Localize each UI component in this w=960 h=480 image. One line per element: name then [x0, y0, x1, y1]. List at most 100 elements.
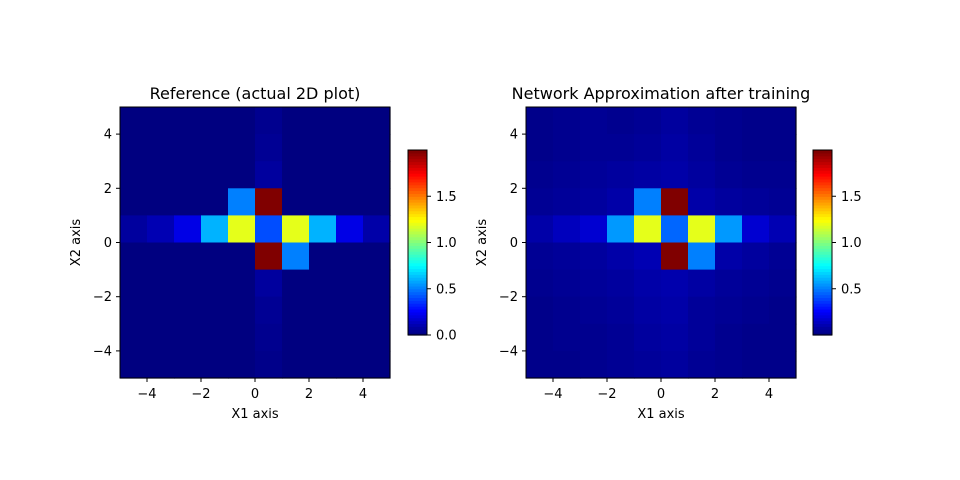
heatmap-cell [282, 188, 310, 216]
chart-title: Network Approximation after training [512, 84, 811, 103]
x-tick-label: 4 [359, 387, 367, 402]
colorbar-segment [813, 170, 832, 174]
colorbar-segment [408, 164, 427, 168]
colorbar-segment [813, 332, 832, 336]
heatmap-cell [634, 215, 662, 244]
heatmap-cell [363, 350, 391, 379]
colorbar-segment [813, 311, 832, 316]
colorbar-segment [813, 245, 832, 249]
colorbar-segment [408, 233, 427, 238]
heatmap-cell [553, 161, 581, 189]
heatmap-cell [309, 161, 337, 189]
heatmap-cell [607, 161, 635, 189]
heatmap-cell [336, 269, 364, 298]
colorbar-segment [813, 251, 832, 255]
heatmap-cell [120, 350, 148, 379]
colorbar-segment [408, 265, 427, 270]
y-tick-label: 0 [104, 236, 112, 251]
colorbar-segment [813, 230, 832, 235]
colorbar-segment [813, 320, 832, 325]
colorbar-segment [408, 323, 427, 327]
heatmap-cell [201, 107, 229, 135]
colorbar-segment [813, 216, 832, 220]
heatmap-cell [228, 269, 256, 298]
heatmap-cell [336, 215, 364, 244]
heatmap-cell [309, 323, 337, 352]
colorbar-segment [813, 202, 832, 206]
heatmap-cell [526, 296, 554, 325]
heatmap-cell [147, 107, 175, 135]
heatmap-cell [201, 161, 229, 189]
heatmap-cell [174, 269, 202, 298]
colorbar-segment [408, 222, 427, 226]
colorbar-segment [408, 271, 427, 275]
heatmap-cell [228, 107, 256, 135]
heatmap-cell [607, 188, 635, 216]
colorbar-segment [813, 210, 832, 215]
colorbar-segment [408, 282, 427, 287]
heatmap-cell [120, 107, 148, 135]
heatmap-cell [309, 107, 337, 135]
colorbar-segment [813, 222, 832, 226]
heatmap-cell [255, 350, 283, 379]
heatmap-cell [363, 296, 391, 325]
colorbar-segment [408, 280, 427, 284]
colorbar-segment [813, 323, 832, 327]
colorbar-segment [408, 314, 427, 319]
colorbar-segment [408, 187, 427, 192]
colorbar-segment [408, 228, 427, 232]
colorbar-segment [813, 178, 832, 183]
y-axis-label: X2 axis [69, 219, 84, 267]
heatmap-cell [120, 161, 148, 189]
heatmap-cell [147, 134, 175, 162]
colorbar-segment [813, 248, 832, 252]
heatmap-cell [580, 242, 608, 271]
colorbar-segment [813, 308, 832, 313]
heatmap-cell [174, 107, 202, 135]
x-axis-label: X1 axis [637, 407, 685, 422]
colorbar-segment [408, 193, 427, 197]
x-tick-label: 0 [657, 387, 665, 402]
heatmap-cell [282, 134, 310, 162]
x-tick-label: −4 [543, 387, 562, 402]
heatmap-cell [580, 161, 608, 189]
heatmap-cell [715, 323, 743, 352]
heatmap-cell [201, 188, 229, 216]
colorbar-segment [408, 245, 427, 249]
heatmap-cell [526, 161, 554, 189]
colorbar-segment [408, 207, 427, 212]
heatmap-cell [147, 350, 175, 379]
colorbar-segment [408, 190, 427, 194]
heatmap-cell [363, 161, 391, 189]
colorbar-segment [408, 173, 427, 177]
heatmap-cell [742, 188, 770, 216]
heatmap-cell [661, 107, 689, 135]
heatmap-cell [553, 107, 581, 135]
colorbar-segment [408, 181, 427, 186]
heatmap-cell [336, 242, 364, 271]
colorbar-segment [813, 254, 832, 258]
colorbar-segment [408, 277, 427, 281]
colorbar-segment [813, 262, 832, 267]
colorbar-segment [408, 152, 427, 157]
colorbar-segment [813, 158, 832, 163]
y-tick-label: −4 [93, 344, 112, 359]
heatmap-cell [201, 215, 229, 244]
heatmap-cell [580, 350, 608, 379]
colorbar-segment [408, 239, 427, 244]
colorbar-segment [408, 219, 427, 223]
heatmap-cell [228, 242, 256, 271]
heatmap-cell [742, 323, 770, 352]
heatmap-cell [336, 188, 364, 216]
heatmap-cell [174, 188, 202, 216]
heatmap-cell [661, 134, 689, 162]
heatmap-cell [201, 269, 229, 298]
heatmap-cell [661, 296, 689, 325]
heatmap-cell [255, 161, 283, 189]
heatmap-cell [688, 215, 716, 244]
heatmap-cell [742, 215, 770, 244]
colorbar-segment [408, 311, 427, 316]
heatmap-cell [120, 269, 148, 298]
heatmap-cell [526, 269, 554, 298]
x-tick-label: −2 [191, 387, 210, 402]
